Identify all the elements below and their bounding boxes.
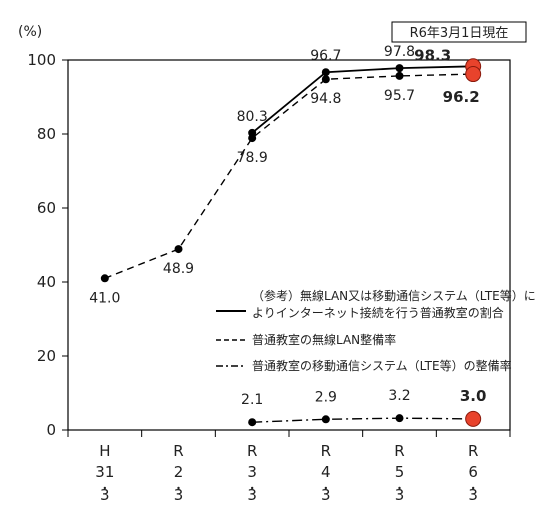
x-category-dot xyxy=(250,486,254,490)
x-category-label-part: 3 xyxy=(468,486,478,504)
series-2-point-highlight xyxy=(465,66,482,83)
legend-label-line: 普通教室の移動通信システム（LTE等）の整備率 xyxy=(252,358,512,373)
series-1-point xyxy=(321,68,330,77)
x-category-label-part: 2 xyxy=(174,463,184,481)
x-category-label: R 2 3 xyxy=(173,442,183,504)
y-tick-label: 0 xyxy=(46,421,56,439)
x-category-label-part: 3 xyxy=(100,486,110,504)
legend-label-3: 普通教室の移動通信システム（LTE等）の整備率 xyxy=(252,358,512,373)
x-category-dot xyxy=(103,486,107,490)
x-category-label: R 4 3 xyxy=(321,442,331,504)
series-line-3 xyxy=(252,417,474,423)
series-points xyxy=(100,58,482,427)
x-category-label-part: R xyxy=(394,442,404,460)
data-label: 96.2 xyxy=(443,88,480,106)
legend-label-1: （参考）無線LAN又は移動通信システム（LTE等）によりインターネット接続を行う… xyxy=(252,288,536,320)
data-label: 95.7 xyxy=(384,88,415,104)
series-2-point xyxy=(321,75,330,84)
legend-label-line: （参考）無線LAN又は移動通信システム（LTE等）に xyxy=(252,288,536,303)
data-label: 96.7 xyxy=(310,48,341,64)
series-3-point-highlight xyxy=(465,410,482,427)
x-category-label-part: 3 xyxy=(247,486,257,504)
x-category-label-part: R xyxy=(468,442,478,460)
date-note: R6年3月1日現在 xyxy=(391,21,527,43)
x-category-label-part: R xyxy=(321,442,331,460)
x-category-label: R 3 3 xyxy=(247,442,257,504)
series-line-1 xyxy=(251,65,474,134)
x-category-label-part: R xyxy=(247,442,257,460)
x-category-label-part: 4 xyxy=(321,463,331,481)
data-label: 3.0 xyxy=(460,387,487,405)
series-3-point xyxy=(395,414,404,423)
data-label: 2.9 xyxy=(315,389,337,405)
y-unit-label: (%) xyxy=(18,24,42,40)
series-3-point xyxy=(248,418,257,427)
x-category-label-part: R xyxy=(173,442,183,460)
data-label: 3.2 xyxy=(388,388,410,404)
series-2-point xyxy=(174,245,183,254)
x-category-dot xyxy=(324,486,328,490)
y-tick-label: 100 xyxy=(27,51,56,69)
x-category-label: R 6 3 xyxy=(468,442,478,504)
x-axis: H 31 3 R 2 3 R 3 3 R 4 3 R 5 3 R 6 3 xyxy=(67,430,511,504)
x-category-label-part: 3 xyxy=(174,486,184,504)
date-note-box xyxy=(391,21,527,43)
x-category-label-part: 31 xyxy=(95,463,114,481)
x-category-label-part: H xyxy=(99,442,110,460)
legend-label-2: 普通教室の無線LAN整備率 xyxy=(252,332,396,347)
legend: （参考）無線LAN又は移動通信システム（LTE等）によりインターネット接続を行う… xyxy=(216,288,536,373)
x-category-label: H 31 3 xyxy=(95,442,114,504)
x-category-label-part: 3 xyxy=(247,463,257,481)
x-category-dot xyxy=(398,486,401,490)
legend-label-line: 普通教室の無線LAN整備率 xyxy=(252,332,396,347)
y-axis: 0 20 40 60 80 100 (%) xyxy=(18,24,68,439)
y-tick-label: 20 xyxy=(37,347,56,365)
data-label: 48.9 xyxy=(163,261,194,277)
data-label: 94.8 xyxy=(310,91,341,107)
data-label: 80.3 xyxy=(237,109,268,125)
plot-border xyxy=(67,59,511,431)
series-line-2 xyxy=(104,73,474,279)
data-label: 41.0 xyxy=(89,290,120,306)
x-category-label-part: 3 xyxy=(321,486,331,504)
data-label: 2.1 xyxy=(241,392,263,408)
data-labels: 80.3 96.7 97.8 98.3 41.0 48.9 78.9 94.8 95.7 96.2… xyxy=(89,44,486,408)
series-2-point xyxy=(248,134,257,143)
plot-frame xyxy=(67,59,511,431)
data-label: 97.8 xyxy=(384,44,415,60)
series-3-point xyxy=(321,415,330,424)
x-category-label-part: 6 xyxy=(468,463,478,481)
y-tick-label: 80 xyxy=(37,125,56,143)
series-2-point xyxy=(100,274,109,283)
x-category-label-part: 5 xyxy=(395,463,405,481)
series-2-point xyxy=(395,71,404,80)
data-label: 78.9 xyxy=(237,150,268,166)
data-label: 98.3 xyxy=(414,46,451,64)
y-tick-label: 60 xyxy=(37,199,56,217)
series-lines xyxy=(104,65,474,423)
legend-label-line: よりインターネット接続を行う普通教室の割合 xyxy=(252,305,504,320)
x-category-dot xyxy=(471,486,475,490)
series-1-point xyxy=(395,64,404,73)
x-category-dot xyxy=(177,486,180,490)
x-category-label: R 5 3 xyxy=(394,442,404,504)
y-tick-label: 40 xyxy=(37,273,56,291)
x-category-label-part: 3 xyxy=(395,486,405,504)
date-note-text: R6年3月1日現在 xyxy=(410,26,509,41)
